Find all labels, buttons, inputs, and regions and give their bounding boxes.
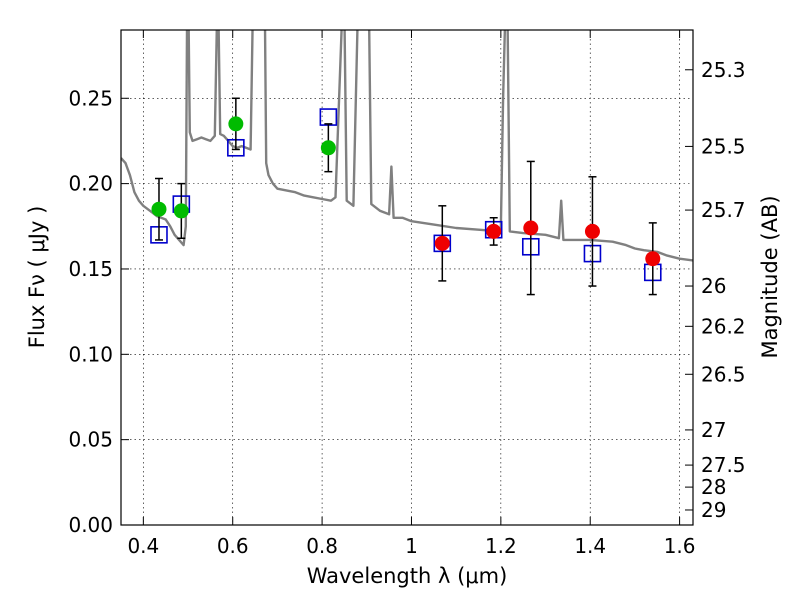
x-tick-label: 1.4 <box>574 534 606 558</box>
y2-tick-label: 26.2 <box>701 314 746 338</box>
y-tick-label: 0.05 <box>68 428 113 452</box>
y2-tick-label: 26 <box>701 274 726 298</box>
nearir-data-point <box>434 235 450 251</box>
y-tick-label: 0.20 <box>68 172 113 196</box>
plot-frame <box>120 29 694 526</box>
y-tick-label: 0.25 <box>68 86 113 110</box>
nearir-data-point <box>584 223 600 239</box>
y2-tick-label: 25.3 <box>701 58 746 82</box>
x-tick-label: 0.6 <box>217 534 249 558</box>
y-tick-label: 0.10 <box>68 342 113 366</box>
optical-data-point <box>228 116 244 132</box>
spectrum-line <box>121 30 693 262</box>
plot-area <box>121 30 693 296</box>
x-tick-label: 1.6 <box>664 534 696 558</box>
y2-tick-label: 27 <box>701 418 726 442</box>
y-tick-label: 0.15 <box>68 257 113 281</box>
y2-tick-label: 28 <box>701 475 726 499</box>
axis-ticks: 0.4 0.6 0.8 1 1.2 1.4 1.6 0.00 0.05 0.10 0.15 0.20 0… <box>68 30 746 558</box>
x-axis-label: Wavelength λ (μm) <box>307 564 508 588</box>
nearir-data-point <box>645 251 661 267</box>
y-axis-label: Flux Fν ( μJy ) <box>25 206 49 349</box>
y2-tick-label: 25.5 <box>701 134 746 158</box>
y2-tick-label: 26.5 <box>701 362 746 386</box>
x-tick-label: 0.4 <box>127 534 159 558</box>
x-tick-label: 1.2 <box>485 534 517 558</box>
optical-data-point <box>151 201 167 217</box>
optical-data-point <box>173 203 189 219</box>
y2-axis-label: Magnitude (AB) <box>758 195 782 358</box>
y2-tick-label: 25.7 <box>701 198 746 222</box>
y-tick-label: 0.00 <box>68 513 113 537</box>
optical-data-point <box>320 140 336 156</box>
y2-tick-label: 27.5 <box>701 453 746 477</box>
y2-tick-label: 29 <box>701 498 726 522</box>
nearir-data-point <box>486 223 502 239</box>
x-tick-label: 0.8 <box>306 534 338 558</box>
nearir-data-point <box>523 220 539 236</box>
x-tick-label: 1 <box>405 534 418 558</box>
